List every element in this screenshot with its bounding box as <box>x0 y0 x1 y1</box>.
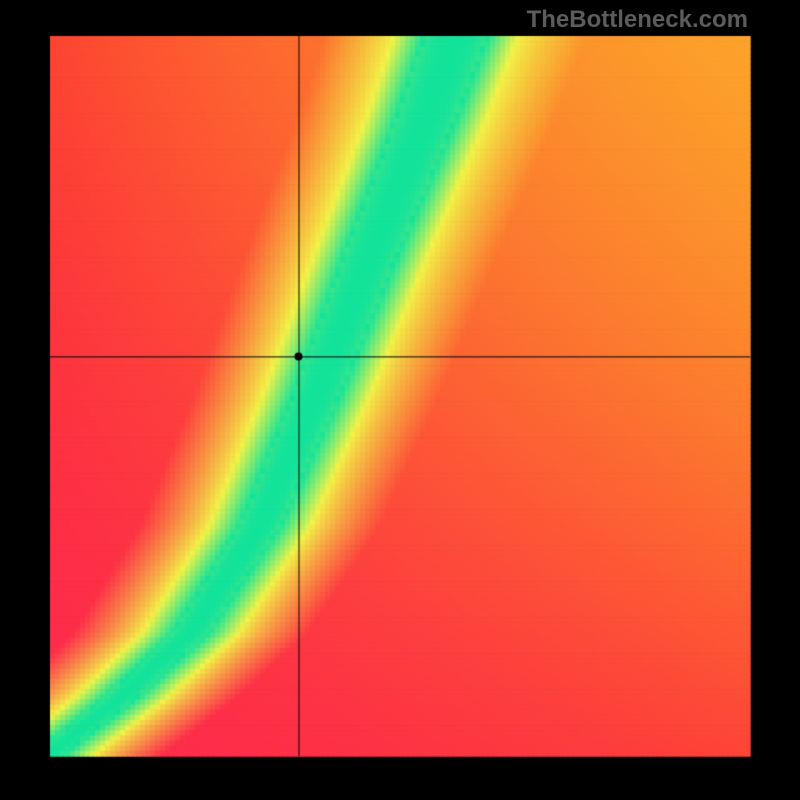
watermark-text: TheBottleneck.com <box>527 6 748 34</box>
bottleneck-heatmap <box>0 0 800 800</box>
